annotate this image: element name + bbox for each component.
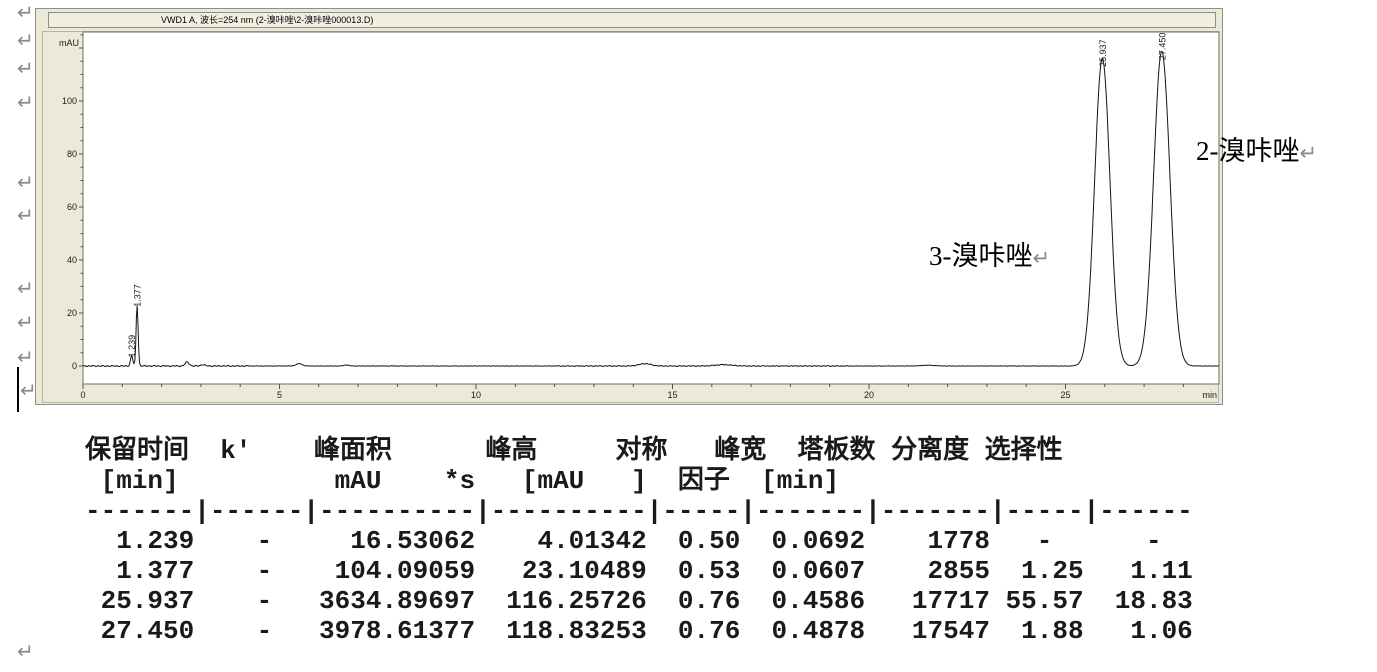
return-mark-icon: ↵ (17, 203, 34, 227)
y-tick-label: 80 (67, 149, 77, 159)
y-tick-label: 60 (67, 202, 77, 212)
peak-rt-label: 27.450 (1157, 33, 1167, 61)
y-tick-label: 20 (67, 308, 77, 318)
annotation-2-溴咔唑[interactable]: 2-溴咔唑↵ (1196, 136, 1317, 167)
text-caret (17, 367, 19, 412)
return-mark-icon: ↵ (17, 0, 34, 24)
annotation-text[interactable]: 3-溴咔唑 (929, 241, 1033, 271)
return-mark-icon: ↵ (17, 28, 34, 52)
annotation-3-溴咔唑[interactable]: 3-溴咔唑↵ (929, 241, 1050, 272)
chromatogram-plot: 0 5 10 15 20 25 min 0 20 40 60 80 100 mAU 1.239 1.377 25… (59, 31, 1220, 400)
plot-area (82, 31, 1220, 385)
x-tick-label: 25 (1060, 390, 1070, 400)
x-tick-label: 5 (277, 390, 282, 400)
return-mark-icon: ↵ (1299, 141, 1318, 165)
peak-results-table[interactable]: 保留时间 k' 峰面积 峰高 对称 峰宽 塔板数 分离度 选择性 [min] m… (85, 436, 1193, 646)
peak-rt-label: 25.937 (1098, 39, 1108, 67)
return-mark-icon: ↵ (17, 345, 34, 369)
chromatogram-object[interactable]: VWD1 A, 波长=254 nm (2-溴咔唑\2-溴咔唑000013.D) … (35, 8, 1223, 405)
return-mark-icon: ↵ (17, 639, 34, 663)
annotation-text[interactable]: 2-溴咔唑 (1196, 136, 1300, 166)
return-mark-icon: ↵ (17, 56, 34, 80)
return-mark-icon: ↵ (1032, 246, 1051, 270)
return-mark-icon: ↵ (17, 170, 34, 194)
x-tick-label: 20 (864, 390, 874, 400)
x-axis-unit-label: min (1202, 390, 1217, 400)
chromatogram-signal-title: VWD1 A, 波长=254 nm (2-溴咔唑\2-溴咔唑000013.D) (48, 12, 1216, 28)
x-tick-label: 15 (667, 390, 677, 400)
y-tick-label: 40 (67, 255, 77, 265)
return-mark-icon: ↵ (17, 90, 34, 114)
signal-trace (82, 51, 1219, 368)
peak-rt-label: 1.239 (127, 335, 137, 358)
return-mark-icon: ↵ (17, 276, 34, 300)
return-mark-icon: ↵ (17, 310, 34, 334)
return-mark-icon: ↵ (20, 378, 37, 402)
peak-rt-label: 1.377 (133, 284, 143, 307)
y-axis-unit-label: mAU (59, 38, 79, 48)
x-tick-label: 10 (471, 390, 481, 400)
y-tick-label: 0 (72, 361, 77, 371)
x-tick-label: 0 (80, 390, 85, 400)
y-tick-label: 100 (62, 96, 77, 106)
